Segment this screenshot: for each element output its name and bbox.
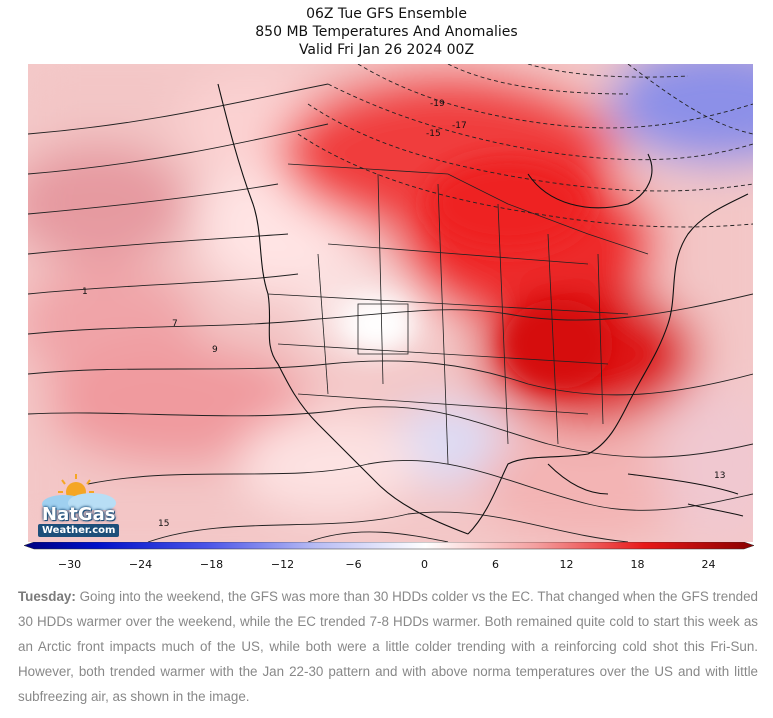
valid-time: Valid Fri Jan 26 2024 00Z: [298, 42, 475, 58]
colorbar-ticks: −30 −24 −18 −12 −6 0 6 12 18 24: [58, 558, 716, 571]
colorbar-tick-label: 6: [492, 558, 499, 571]
contour-label: -17: [452, 121, 467, 131]
logo-domain: Weather.com: [38, 524, 120, 537]
contour-label: 13: [714, 471, 725, 481]
contour-label: -15: [426, 129, 441, 139]
contour-label: 9: [212, 345, 218, 355]
colorbar-tick-label: 12: [560, 558, 574, 571]
caption-lead: Tuesday:: [18, 589, 76, 604]
colorbar-svg: −30 −24 −18 −12 −6 0 6 12 18 24: [23, 541, 755, 571]
colorbar-tick-label: −30: [58, 558, 81, 571]
colorbar-tick-label: −12: [271, 558, 294, 571]
colorbar-tick-label: 18: [631, 558, 645, 571]
colorbar-tick-label: −6: [345, 558, 361, 571]
anomaly-colorbar: −30 −24 −18 −12 −6 0 6 12 18 24: [23, 541, 755, 574]
colorbar-tick-label: −18: [200, 558, 223, 571]
map-title: 06Z Tue GFS Ensemble: [306, 6, 467, 22]
isotherms: [28, 83, 753, 542]
caption: Tuesday: Going into the weekend, the GFS…: [18, 584, 758, 709]
natgas-weather-logo: NatGas Weather.com: [34, 470, 122, 540]
map-canvas: -19 -17 -15 1 7 9 15 13: [28, 64, 753, 542]
isotherms-cold: [297, 64, 753, 228]
sun-cloud-icon: [42, 474, 116, 513]
colorbar-gradient: [23, 541, 755, 550]
colorbar-tick-label: −24: [129, 558, 152, 571]
contour-label: 15: [158, 519, 169, 529]
contour-labels: -19 -17 -15 1 7 9 15 13: [82, 99, 725, 529]
contour-label: 7: [172, 319, 178, 329]
coastlines: [217, 83, 749, 535]
colorbar-tick-label: 0: [421, 558, 428, 571]
state-borders: [267, 163, 649, 465]
contour-label: 1: [82, 287, 88, 297]
logo-name: NatGas: [42, 504, 116, 525]
map-subtitle: 850 MB Temperatures And Anomalies: [255, 24, 518, 40]
colorbar-tick-label: 24: [702, 558, 716, 571]
contour-label: -19: [430, 99, 445, 109]
caption-text: Going into the weekend, the GFS was more…: [18, 589, 758, 704]
temperature-anomaly-map: -19 -17 -15 1 7 9 15 13: [28, 64, 753, 542]
